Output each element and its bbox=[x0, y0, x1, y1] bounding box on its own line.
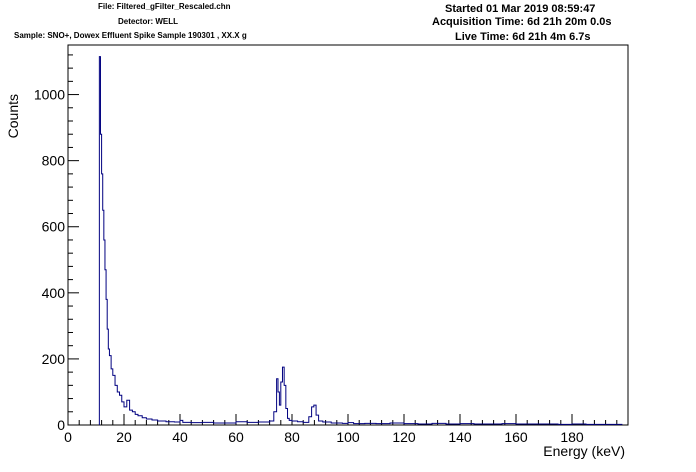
y-tick-label: 600 bbox=[42, 219, 66, 235]
x-tick-label: 20 bbox=[116, 429, 132, 445]
started-label: Started 01 Mar 2019 08:59:47 bbox=[445, 3, 596, 15]
y-axis: 0 200 400 600 800 1000 bbox=[34, 54, 79, 433]
x-tick-label: 80 bbox=[284, 429, 300, 445]
y-tick-label: 800 bbox=[42, 153, 66, 169]
y-tick-label: 200 bbox=[42, 351, 66, 367]
plot-frame bbox=[67, 44, 629, 426]
x-tick-label: 120 bbox=[392, 429, 416, 445]
y-tick-label: 0 bbox=[57, 417, 65, 433]
x-tick-label: 60 bbox=[228, 429, 244, 445]
live-time-label: Live Time: 6d 21h 4m 6.7s bbox=[455, 31, 591, 43]
x-tick-label: 0 bbox=[64, 429, 72, 445]
x-axis-label: Energy (keV) bbox=[543, 443, 625, 459]
y-axis-label: Counts bbox=[5, 94, 21, 138]
x-tick-label: 160 bbox=[504, 429, 528, 445]
acquisition-time-label: Acquisition Time: 6d 21h 20m 0.0s bbox=[432, 16, 612, 28]
y-tick-label: 1000 bbox=[34, 87, 65, 103]
x-axis: 0 20 40 60 80 100 120 140 160 180 bbox=[64, 414, 629, 445]
y-tick-label: 400 bbox=[42, 285, 66, 301]
spectrum-line bbox=[98, 56, 623, 425]
sample-label: Sample: SNO+, Dowex Effluent Spike Sampl… bbox=[14, 31, 247, 40]
x-tick-label: 100 bbox=[336, 429, 360, 445]
x-tick-label: 40 bbox=[172, 429, 188, 445]
file-label: File: Filtered_gFilter_Rescaled.chn bbox=[98, 2, 231, 11]
x-tick-label: 140 bbox=[448, 429, 472, 445]
x-tick-label: 180 bbox=[560, 429, 584, 445]
detector-label: Detector: WELL bbox=[118, 17, 178, 26]
